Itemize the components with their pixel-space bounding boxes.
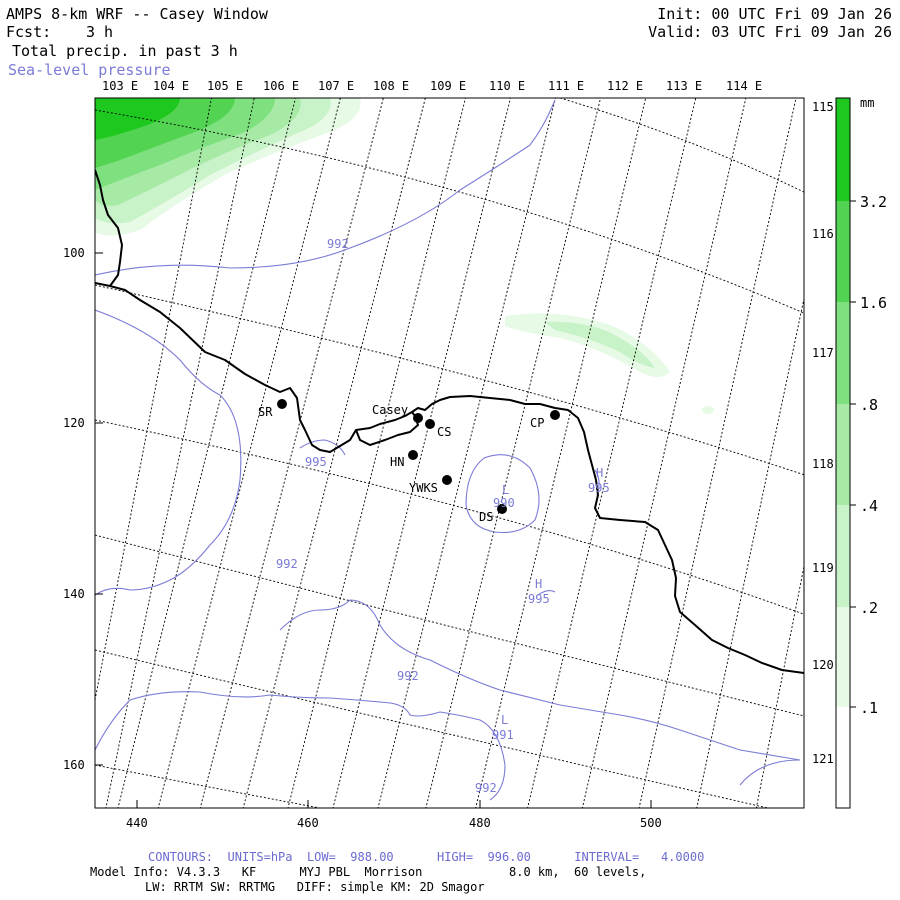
- pressure-label: 995: [305, 455, 327, 469]
- precip-shading-northwest: [95, 98, 361, 236]
- station-label-cp: CP: [530, 416, 544, 430]
- station-cs-dot: [425, 419, 435, 429]
- pressure-label: 992: [475, 781, 497, 795]
- station-hn-dot: [408, 450, 418, 460]
- pressure-label: 995: [588, 481, 610, 495]
- pressure-contours: [95, 99, 801, 801]
- pressure-center-low: L: [502, 483, 509, 497]
- lon-label: 109 E: [430, 79, 466, 93]
- station-ywks-dot: [442, 475, 452, 485]
- station-markers: [277, 399, 560, 514]
- pressure-label: 992: [327, 237, 349, 251]
- y-tick-label: 120: [63, 416, 85, 430]
- colorbar-unit: mm: [860, 96, 874, 110]
- precip-shading-streak: [505, 313, 714, 414]
- colorbar-label: .2: [860, 599, 878, 617]
- field-label: Total precip. in past 3 h: [12, 42, 238, 60]
- x-tick-label: 440: [126, 816, 148, 830]
- pressure-center-high: H: [596, 466, 603, 480]
- pressure-center-high: H: [535, 577, 542, 591]
- plot-frame: [94, 97, 805, 809]
- station-label-ds: DS: [479, 510, 493, 524]
- station-casey-dot: [413, 413, 423, 423]
- colorbar-label: .8: [860, 396, 878, 414]
- valid-time: Valid: 03 UTC Fri 09 Jan 26: [648, 23, 892, 41]
- station-label-casey: Casey: [372, 403, 408, 417]
- pressure-label: 995: [528, 592, 550, 606]
- coastline: [95, 169, 804, 674]
- x-tick-label: 460: [297, 816, 319, 830]
- lon-label: 110 E: [489, 79, 525, 93]
- x-ticks: [95, 252, 652, 808]
- lon-label: 103 E: [102, 79, 138, 93]
- model-info: Model Info: V4.3.3 KF MYJ PBL Morrison 8…: [90, 865, 647, 879]
- pressure-center-low: L: [501, 713, 508, 727]
- lon-label: 108 E: [373, 79, 409, 93]
- latitude-grid: [95, 98, 804, 808]
- longitude-grid: [95, 98, 804, 808]
- station-label-sr: SR: [258, 405, 273, 419]
- contour-info: CONTOURS: UNITS=hPa LOW= 988.00 HIGH= 99…: [148, 850, 705, 864]
- pressure-label: 992: [276, 557, 298, 571]
- lon-label: 104 E: [153, 79, 189, 93]
- y-tick-label: 140: [63, 587, 85, 601]
- overlay-label: Sea-level pressure: [8, 61, 171, 79]
- init-time: Init: 00 UTC Fri 09 Jan 26: [657, 5, 892, 23]
- lon-label: 106 E: [263, 79, 299, 93]
- forecast-label: Fcst:: [6, 23, 52, 41]
- map-title: AMPS 8-km WRF -- Casey Window: [6, 5, 268, 23]
- lon-label: 114 E: [726, 79, 762, 93]
- lon-label: 113 E: [666, 79, 702, 93]
- lon-label: 112 E: [607, 79, 643, 93]
- station-label-cs: CS: [437, 425, 451, 439]
- pressure-label: 990: [493, 496, 515, 510]
- y-tick-label: 160: [63, 758, 85, 772]
- lon-label: 107 E: [318, 79, 354, 93]
- colorbar-label: .4: [860, 497, 878, 515]
- colorbar-label: 1.6: [860, 294, 887, 312]
- x-tick-label: 480: [469, 816, 491, 830]
- map-plot-area: SR Casey CS HN YWKS DS CP 992 995 992 99…: [95, 98, 804, 808]
- colorbar-label: 3.2: [860, 193, 887, 211]
- pressure-label: 992: [397, 669, 419, 683]
- station-ds-dot: [497, 504, 507, 514]
- forecast-value: 3 h: [86, 23, 114, 41]
- colorbar-label: .1: [860, 699, 878, 717]
- top-lon-labels: 103 E 104 E 105 E 106 E 107 E 108 E 109 …: [102, 79, 762, 93]
- x-tick-label: 500: [640, 816, 662, 830]
- colorbar: mm 3.2 1.6 .8 .4 .2 .1: [835, 96, 887, 809]
- pressure-label: 991: [492, 728, 514, 742]
- lon-label: 105 E: [207, 79, 243, 93]
- station-label-ywks: YWKS: [409, 481, 438, 495]
- station-cp-dot: [550, 410, 560, 420]
- physics-info: LW: RRTM SW: RRTMG DIFF: simple KM: 2D S…: [145, 880, 485, 894]
- y-tick-label: 100: [63, 246, 85, 260]
- station-label-hn: HN: [390, 455, 404, 469]
- station-sr-dot: [277, 399, 287, 409]
- lon-label: 111 E: [548, 79, 584, 93]
